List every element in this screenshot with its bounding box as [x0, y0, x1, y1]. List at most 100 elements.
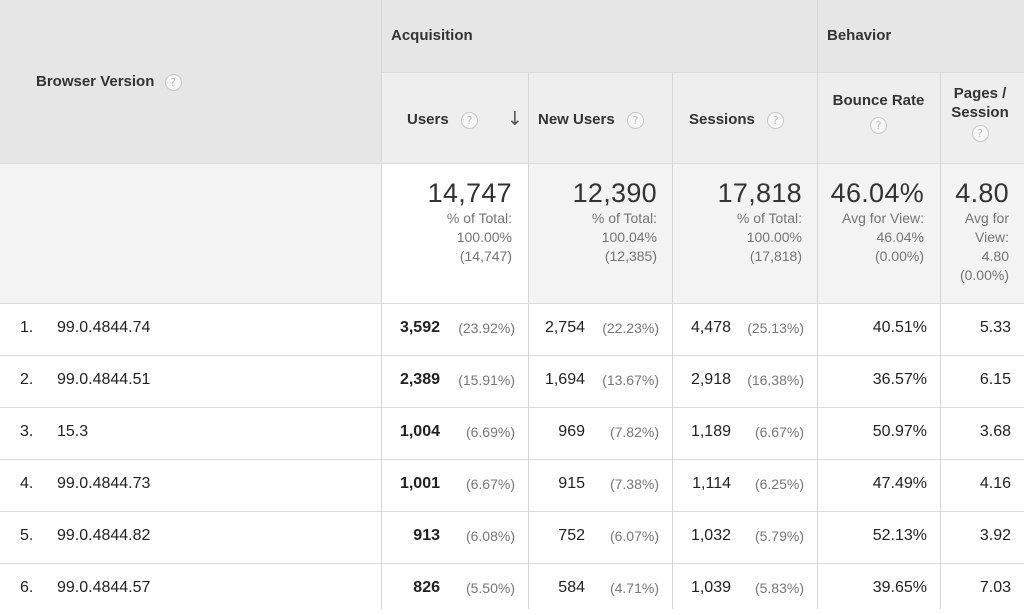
divider [940, 72, 941, 609]
new-users-value: 1,694 [544, 371, 585, 388]
pages-session-header-label: Pages / Session [951, 85, 1009, 121]
users-value: 1,004 [399, 423, 440, 440]
help-icon[interactable]: ? [971, 124, 989, 142]
total-sessions-pct: 100.00% [746, 229, 802, 245]
table-row[interactable]: 3. 15.3 1,004 (6.69%) 969 (7.82%) 1,189 (6.67%)… [0, 407, 1024, 459]
total-sessions-abs: (17,818) [749, 248, 802, 264]
total-new-users-label: % of Total: [591, 210, 657, 226]
table-row[interactable]: 6. 99.0.4844.57 826 (5.50%) 584 (4.71%) 1,039 (… [0, 563, 1024, 615]
sessions-header-label: Sessions [689, 111, 755, 128]
bounce-rate-column-header[interactable]: Bounce Rate ? [817, 92, 940, 134]
new-users-column-header[interactable]: New Users ? [538, 111, 644, 129]
new-users-percent: (13.67%) [602, 372, 659, 388]
total-bounce-rate-avg: 46.04% [876, 229, 924, 245]
totals-pages-session: 4.80 Avg for View: 4.80 (0.00%) [941, 178, 1009, 285]
sort-descending-icon[interactable]: ↓ [507, 108, 523, 130]
total-pages-session-delta: (0.00%) [959, 267, 1009, 283]
pages-session-value: 7.03 [979, 579, 1011, 596]
new-users-value: 969 [558, 423, 585, 440]
table-row[interactable]: 5. 99.0.4844.82 913 (6.08%) 752 (6.07%) 1,032 (… [0, 511, 1024, 563]
total-users-abs: (14,747) [459, 248, 512, 264]
row-number: 5. [20, 527, 34, 544]
sessions-value: 1,039 [690, 579, 731, 596]
divider [672, 72, 673, 609]
divider [0, 563, 1024, 564]
divider [381, 72, 1024, 73]
bounce-rate-header-label: Bounce Rate [832, 92, 925, 109]
total-pages-session-avg: 4.80 [981, 248, 1009, 264]
sessions-percent: (5.79%) [754, 528, 804, 544]
total-sessions-value: 17,818 [717, 178, 802, 208]
total-users-value: 14,747 [427, 178, 512, 208]
new-users-percent: (7.82%) [609, 424, 659, 440]
new-users-percent: (7.38%) [609, 476, 659, 492]
users-value: 1,001 [399, 475, 440, 492]
help-icon[interactable]: ? [767, 111, 785, 129]
row-number: 3. [20, 423, 34, 440]
new-users-value: 915 [558, 475, 585, 492]
bounce-rate-value: 40.51% [872, 319, 927, 336]
sessions-column-header[interactable]: Sessions ? [689, 111, 785, 129]
users-column-header[interactable]: Users ? [407, 111, 478, 129]
divider [0, 511, 1024, 512]
sessions-percent: (5.83%) [754, 580, 804, 596]
new-users-header-label: New Users [538, 111, 615, 128]
bounce-rate-value: 52.13% [872, 527, 927, 544]
divider [0, 459, 1024, 460]
bounce-rate-value: 39.65% [872, 579, 927, 596]
browser-version-link[interactable]: 99.0.4844.74 [57, 319, 151, 336]
divider [817, 0, 818, 609]
totals-users-bg [381, 163, 528, 303]
header-behavior-group [817, 0, 1024, 72]
table-row[interactable]: 1. 99.0.4844.74 3,592 (23.92%) 2,754 (22.23%)… [0, 303, 1024, 355]
pages-session-value: 6.15 [979, 371, 1011, 388]
total-pages-session-label-2: View: [975, 229, 1009, 245]
pages-session-column-header[interactable]: Pages / Session ? [941, 84, 1019, 142]
total-pages-session-value: 4.80 [955, 178, 1009, 208]
behavior-group-label: Behavior [827, 27, 892, 44]
help-icon[interactable]: ? [626, 111, 644, 129]
totals-sessions: 17,818 % of Total: 100.00% (17,818) [672, 178, 802, 266]
totals-other-bg [528, 163, 1024, 303]
browser-version-link[interactable]: 99.0.4844.73 [57, 475, 151, 492]
bounce-rate-value: 36.57% [872, 371, 927, 388]
browser-version-link[interactable]: 99.0.4844.51 [57, 371, 151, 388]
new-users-percent: (6.07%) [609, 528, 659, 544]
help-icon[interactable]: ? [164, 73, 182, 91]
sessions-percent: (6.67%) [754, 424, 804, 440]
pages-session-value: 3.92 [979, 527, 1011, 544]
total-new-users-pct: 100.04% [601, 229, 657, 245]
totals-bounce-rate: 46.04% Avg for View: 46.04% (0.00%) [817, 178, 924, 266]
help-icon[interactable]: ? [460, 111, 478, 129]
new-users-percent: (4.71%) [609, 580, 659, 596]
new-users-percent: (22.23%) [602, 320, 659, 336]
pages-session-value: 4.16 [979, 475, 1011, 492]
divider [0, 355, 1024, 356]
users-value: 913 [413, 527, 440, 544]
browser-version-link[interactable]: 99.0.4844.57 [57, 579, 151, 596]
total-bounce-rate-value: 46.04% [830, 178, 924, 208]
table-row[interactable]: 4. 99.0.4844.73 1,001 (6.67%) 915 (7.38%) 1,11… [0, 459, 1024, 511]
total-bounce-rate-label: Avg for View: [842, 210, 924, 226]
sessions-value: 1,189 [690, 423, 731, 440]
total-pages-session-label-1: Avg for [964, 210, 1009, 226]
sessions-percent: (16.38%) [747, 372, 804, 388]
table-row[interactable]: 2. 99.0.4844.51 2,389 (15.91%) 1,694 (13.67%)… [0, 355, 1024, 407]
browser-version-link[interactable]: 99.0.4844.82 [57, 527, 151, 544]
users-value: 3,592 [399, 319, 440, 336]
dimension-header[interactable]: Browser Version ? [36, 73, 182, 91]
users-percent: (6.08%) [465, 528, 515, 544]
header-acquisition-group [381, 0, 817, 72]
sessions-percent: (6.25%) [754, 476, 804, 492]
header-metric-cols-bg [381, 72, 1024, 163]
total-users-pct: 100.00% [456, 229, 512, 245]
total-new-users-abs: (12,385) [604, 248, 657, 264]
dimension-header-label: Browser Version [36, 73, 155, 90]
help-icon[interactable]: ? [870, 117, 887, 134]
bounce-rate-value: 47.49% [872, 475, 927, 492]
users-header-label: Users [407, 111, 449, 128]
row-number: 6. [20, 579, 34, 596]
browser-version-link[interactable]: 15.3 [57, 423, 89, 440]
row-number: 1. [20, 319, 34, 336]
new-users-value: 584 [558, 579, 585, 596]
